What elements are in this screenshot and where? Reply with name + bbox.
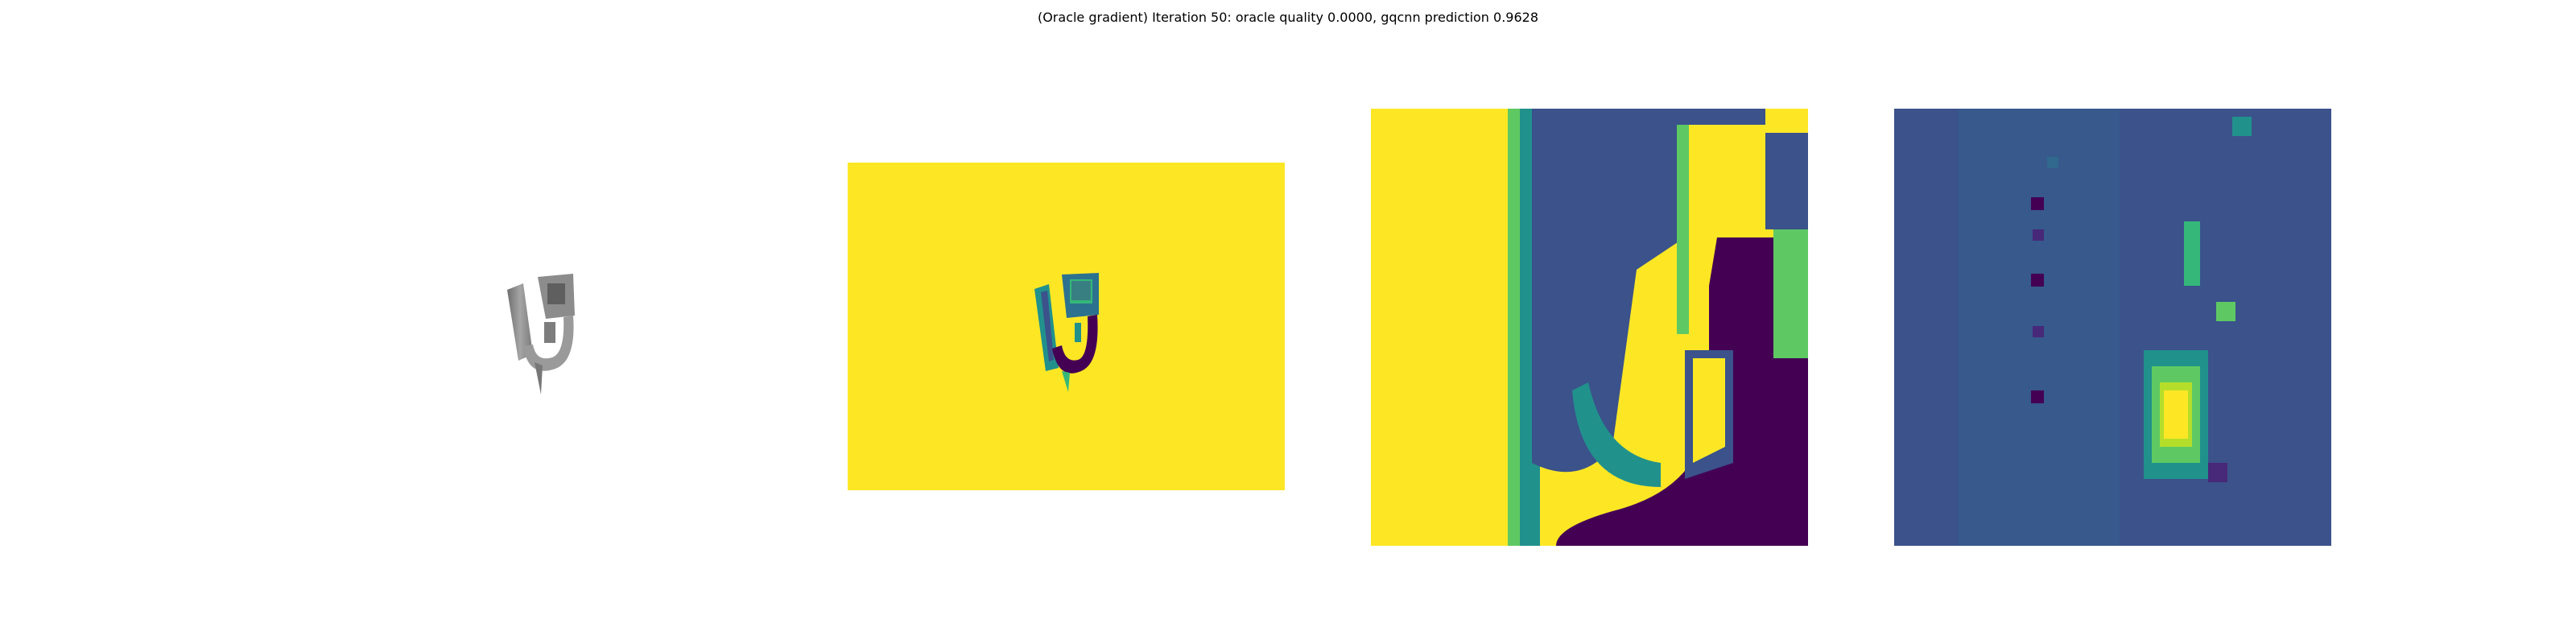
gradient-map-image xyxy=(1894,109,2331,546)
rendered-object-image xyxy=(507,274,575,394)
figure-title: (Oracle gradient) Iteration 50: oracle q… xyxy=(1037,10,1539,25)
depth-image-panel xyxy=(848,163,1285,490)
rendered-object-panel xyxy=(499,266,588,402)
depth-crop-image xyxy=(1371,109,1808,546)
gradient-map-panel xyxy=(1894,109,2331,546)
depth-image xyxy=(848,163,1285,490)
depth-crop-panel xyxy=(1371,109,1808,546)
